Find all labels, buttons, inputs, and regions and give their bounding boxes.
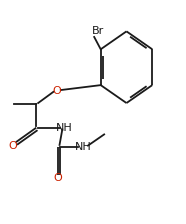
Text: NH: NH xyxy=(56,123,73,133)
Text: O: O xyxy=(53,173,62,183)
Text: O: O xyxy=(52,86,61,96)
Text: Br: Br xyxy=(91,26,104,36)
Text: NH: NH xyxy=(74,142,91,152)
Text: O: O xyxy=(8,141,17,151)
